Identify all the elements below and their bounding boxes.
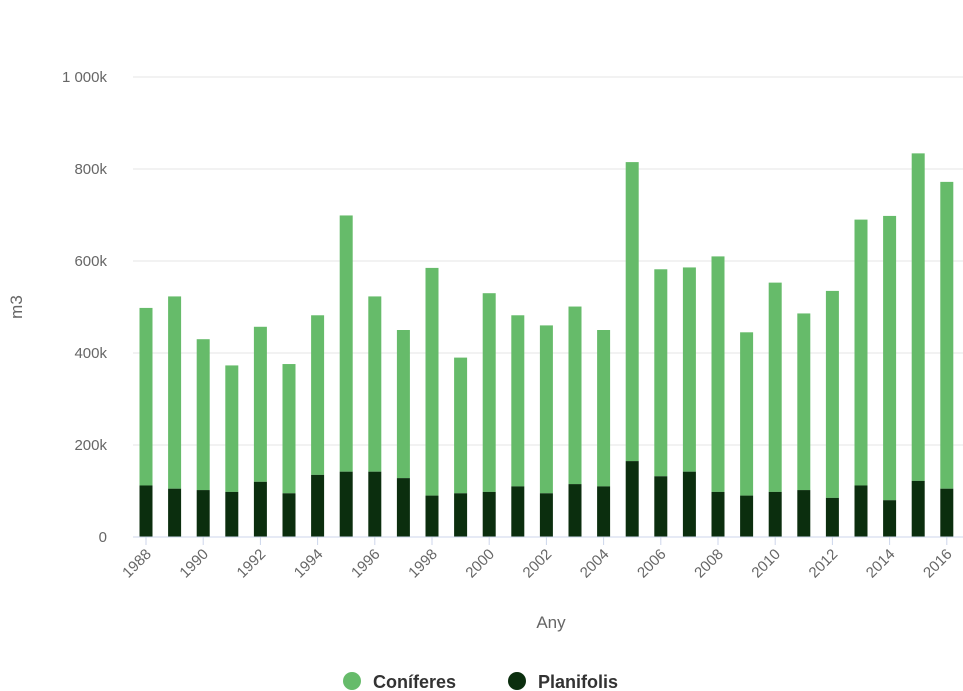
x-tick-label: 1996 [348, 546, 384, 582]
bar-coniferes-2009[interactable] [740, 332, 754, 496]
bar-planifolis-1996[interactable] [368, 471, 382, 537]
bar-coniferes-2001[interactable] [511, 315, 525, 487]
bar-planifolis-1990[interactable] [196, 490, 210, 537]
bar-coniferes-2016[interactable] [940, 181, 954, 489]
bars [139, 153, 954, 537]
legend-marker-planifolis [508, 672, 526, 690]
legend: Coníferes Planifolis [343, 672, 618, 691]
bar-coniferes-2014[interactable] [883, 215, 897, 501]
bar-planifolis-1995[interactable] [339, 471, 353, 537]
y-axis-title: m3 [7, 295, 26, 319]
legend-label-planifolis: Planifolis [538, 672, 618, 691]
bar-coniferes-2004[interactable] [597, 330, 611, 487]
bar-planifolis-2016[interactable] [940, 488, 954, 537]
bar-coniferes-2010[interactable] [768, 282, 782, 492]
bar-coniferes-2015[interactable] [911, 153, 925, 481]
bar-planifolis-1992[interactable] [253, 481, 267, 537]
bar-coniferes-2013[interactable] [854, 219, 868, 486]
bar-planifolis-1998[interactable] [425, 495, 439, 537]
bar-planifolis-2009[interactable] [740, 495, 754, 537]
x-tick-label: 2000 [462, 546, 498, 582]
legend-item-planifolis[interactable]: Planifolis [508, 672, 618, 691]
x-tick-label: 1992 [234, 546, 270, 582]
bar-planifolis-2010[interactable] [768, 491, 782, 537]
bar-coniferes-1988[interactable] [139, 307, 153, 486]
y-tick-label: 800k [74, 161, 107, 178]
bar-planifolis-2007[interactable] [682, 471, 696, 537]
x-tick-label: 1998 [405, 546, 441, 582]
bar-coniferes-1991[interactable] [225, 365, 239, 492]
bar-planifolis-2011[interactable] [797, 490, 811, 537]
x-tick-label: 2006 [634, 546, 670, 582]
bar-planifolis-2012[interactable] [825, 497, 839, 537]
bar-coniferes-1993[interactable] [282, 364, 296, 494]
bar-coniferes-2006[interactable] [654, 269, 668, 477]
y-tick-label: 400k [74, 345, 107, 362]
x-tick-label: 1990 [176, 546, 212, 582]
bar-coniferes-2008[interactable] [711, 256, 725, 492]
x-axis-ticks: 1988 1990 1992 1994 1996 1998 2000 2002 2004 2006… [119, 537, 956, 582]
bar-planifolis-2006[interactable] [654, 476, 668, 537]
bar-coniferes-1994[interactable] [311, 315, 325, 475]
bar-coniferes-2002[interactable] [539, 325, 553, 494]
x-tick-label: 2016 [920, 546, 956, 582]
bar-planifolis-1988[interactable] [139, 485, 153, 537]
bar-coniferes-1998[interactable] [425, 267, 439, 496]
bar-planifolis-1999[interactable] [454, 493, 468, 537]
bar-coniferes-1995[interactable] [339, 215, 353, 472]
bar-planifolis-2003[interactable] [568, 484, 582, 537]
bar-planifolis-1993[interactable] [282, 493, 296, 537]
legend-marker-coniferes [343, 672, 361, 690]
x-tick-label: 1994 [291, 546, 327, 582]
x-tick-label: 1988 [119, 546, 155, 582]
bar-planifolis-1989[interactable] [168, 488, 182, 537]
bar-coniferes-2011[interactable] [797, 313, 811, 491]
x-tick-label: 2002 [520, 546, 556, 582]
y-tick-label: 0 [99, 529, 107, 546]
bar-coniferes-1990[interactable] [196, 339, 210, 491]
x-tick-label: 2014 [863, 546, 899, 582]
y-tick-label: 1 000k [62, 69, 108, 86]
bar-planifolis-2000[interactable] [482, 491, 496, 537]
bar-coniferes-1996[interactable] [368, 296, 382, 472]
bar-planifolis-1994[interactable] [311, 474, 325, 537]
bar-planifolis-2014[interactable] [883, 500, 897, 537]
bar-planifolis-2008[interactable] [711, 491, 725, 537]
legend-item-coniferes[interactable]: Coníferes [343, 672, 456, 691]
legend-label-coniferes: Coníferes [373, 672, 456, 691]
bar-coniferes-1989[interactable] [168, 296, 182, 489]
bar-coniferes-2012[interactable] [825, 290, 839, 498]
bar-planifolis-2013[interactable] [854, 485, 868, 537]
bar-planifolis-2015[interactable] [911, 480, 925, 537]
y-axis-ticks: 0 200k 400k 600k 800k 1 000k [62, 69, 108, 546]
bar-coniferes-2005[interactable] [625, 162, 639, 462]
x-tick-label: 2012 [806, 546, 842, 582]
bar-planifolis-1997[interactable] [396, 478, 410, 537]
bar-coniferes-2003[interactable] [568, 306, 582, 485]
bar-coniferes-1992[interactable] [253, 326, 267, 482]
x-tick-label: 2010 [748, 546, 784, 582]
y-tick-label: 600k [74, 253, 107, 270]
bar-planifolis-2005[interactable] [625, 461, 639, 537]
bar-coniferes-1999[interactable] [454, 357, 468, 494]
x-tick-label: 2008 [691, 546, 727, 582]
grid-lines [133, 76, 963, 446]
bar-coniferes-2007[interactable] [682, 267, 696, 472]
bar-coniferes-2000[interactable] [482, 293, 496, 492]
bar-planifolis-2001[interactable] [511, 486, 525, 537]
bar-planifolis-1991[interactable] [225, 491, 239, 537]
x-tick-label: 2004 [577, 546, 613, 582]
y-tick-label: 200k [74, 437, 107, 454]
bar-planifolis-2004[interactable] [597, 486, 611, 537]
bar-coniferes-1997[interactable] [396, 330, 410, 479]
x-axis-title: Any [536, 613, 566, 632]
bar-planifolis-2002[interactable] [539, 493, 553, 537]
